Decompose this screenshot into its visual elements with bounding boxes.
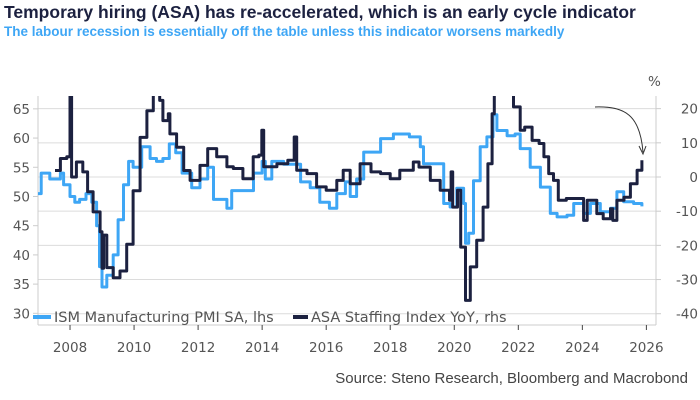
x-axis-tick-label: 2022 — [501, 340, 535, 356]
legend: ISM Manufacturing PMI SA, lhs ASA Staffi… — [33, 310, 507, 326]
right-axis-tick-label: 20 — [681, 102, 698, 118]
left-axis-tick-label: 30 — [13, 306, 30, 322]
x-axis-tick-label: 2014 — [245, 340, 279, 356]
x-axis-tick-label: 2012 — [181, 340, 215, 356]
right-axis-tick-label: -20 — [676, 238, 698, 254]
right-axis-tick-label: 10 — [681, 136, 698, 152]
chart-title: Temporary hiring (ASA) has re-accelerate… — [4, 2, 636, 22]
left-axis-tick-label: 35 — [13, 277, 30, 293]
right-axis-tick-label: -40 — [676, 307, 698, 323]
x-axis-tick-label: 2024 — [565, 340, 599, 356]
legend-label-ism: ISM Manufacturing PMI SA, lhs — [54, 310, 274, 326]
series-lines — [38, 96, 644, 302]
right-axis-unit: % — [648, 74, 661, 90]
left-axis-tick-label: 50 — [13, 189, 30, 205]
x-axis-tick-label: 2008 — [53, 340, 87, 356]
annotation-arrow — [594, 106, 647, 156]
gridlines — [38, 108, 656, 315]
left-axis-tick-label: 60 — [13, 131, 30, 147]
chart-subtitle: The labour recession is essentially off … — [4, 24, 565, 39]
axes: -40 -30 -20 -10 0 10 20 30 35 40 45 50 55 60 65 2008 201… — [13, 96, 698, 356]
left-axis-tick-label: 65 — [13, 102, 30, 118]
right-axis-tick-label: -10 — [676, 204, 698, 220]
series-line-asa — [55, 96, 644, 302]
x-axis-tick-label: 2026 — [629, 340, 663, 356]
left-axis-tick-label: 55 — [13, 160, 30, 176]
right-axis-tick-label: 0 — [689, 170, 698, 186]
left-axis-tick-label: 40 — [13, 248, 30, 264]
source-note: Source: Steno Research, Bloomberg and Ma… — [335, 370, 688, 387]
series-line-ism — [38, 113, 644, 289]
x-axis-tick-label: 2018 — [373, 340, 407, 356]
left-axis-tick-label: 45 — [13, 219, 30, 235]
legend-label-asa: ASA Staffing Index YoY, rhs — [311, 310, 507, 326]
right-axis-tick-label: -30 — [676, 273, 698, 289]
x-axis-tick-label: 2010 — [117, 340, 151, 356]
x-axis-tick-label: 2016 — [309, 340, 343, 356]
x-axis-tick-label: 2020 — [437, 340, 471, 356]
